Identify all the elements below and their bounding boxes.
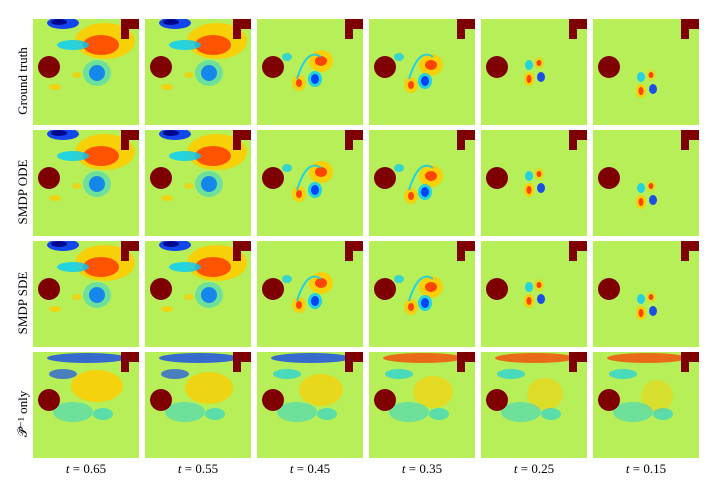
row-label-smdp-ode: SMDP ODE <box>15 159 30 225</box>
field-panel-r2-c5 <box>481 130 587 236</box>
col-label-2: t = 0.55 <box>177 461 219 476</box>
row-label-smdp-sde: SMDP SDE <box>15 271 30 335</box>
obstacle-disk <box>150 278 172 300</box>
corner-obstacle <box>345 352 363 372</box>
corner-obstacle <box>681 352 699 372</box>
obstacle-disk <box>150 167 172 189</box>
corner-obstacle <box>233 19 251 39</box>
field-panel-r4-c6 <box>593 352 699 458</box>
obstacle-disk <box>38 278 60 300</box>
corner-obstacle <box>233 241 251 261</box>
corner-obstacle <box>121 241 139 261</box>
row-label-inverse-only: 𝒫̃⁻¹ only <box>15 390 30 438</box>
field-panel-r1-c2 <box>145 19 251 125</box>
obstacle-disk <box>598 389 620 411</box>
corner-obstacle <box>569 352 587 372</box>
corner-obstacle <box>569 241 587 261</box>
field-panel-r3-c2 <box>145 241 251 347</box>
obstacle-disk <box>262 56 284 78</box>
obstacle-disk <box>486 278 508 300</box>
obstacle-disk <box>150 56 172 78</box>
corner-obstacle <box>121 352 139 372</box>
col-label-5: t = 0.25 <box>513 461 555 476</box>
obstacle-disk <box>486 56 508 78</box>
corner-obstacle <box>233 130 251 150</box>
obstacle-disk <box>38 56 60 78</box>
field-panel-r4-c5 <box>481 352 587 458</box>
corner-obstacle <box>345 241 363 261</box>
obstacle-disk <box>598 278 620 300</box>
obstacle-disk <box>38 389 60 411</box>
corner-obstacle <box>121 19 139 39</box>
corner-obstacle <box>569 19 587 39</box>
obstacle-disk <box>262 167 284 189</box>
obstacle-disk <box>598 167 620 189</box>
corner-obstacle <box>681 241 699 261</box>
field-panel-r2-c6 <box>593 130 699 236</box>
field-panel-r3-c4 <box>369 241 475 347</box>
obstacle-disk <box>486 389 508 411</box>
field-panel-r4-c1 <box>33 352 139 458</box>
obstacle-disk <box>38 167 60 189</box>
field-panel-r3-c1 <box>33 241 139 347</box>
corner-obstacle <box>457 241 475 261</box>
field-panel-r3-c3 <box>257 241 363 347</box>
obstacle-disk <box>150 389 172 411</box>
obstacle-disk <box>262 278 284 300</box>
obstacle-disk <box>598 56 620 78</box>
field-panel-r3-c5 <box>481 241 587 347</box>
field-panel-r4-c3 <box>257 352 363 458</box>
col-label-4: t = 0.35 <box>401 461 443 476</box>
field-panel-r1-c1 <box>33 19 139 125</box>
field-panel-r2-c2 <box>145 130 251 236</box>
inverse-operator-symbol: 𝒫̃⁻¹ <box>15 417 30 438</box>
field-panel-r2-c4 <box>369 130 475 236</box>
corner-obstacle <box>457 352 475 372</box>
row-label-ground-truth: Ground truth <box>15 47 30 115</box>
field-panel-r2-c3 <box>257 130 363 236</box>
corner-obstacle <box>457 130 475 150</box>
col-label-6: t = 0.15 <box>625 461 667 476</box>
obstacle-disk <box>374 389 396 411</box>
obstacle-disk <box>262 389 284 411</box>
field-panel-r1-c5 <box>481 19 587 125</box>
obstacle-disk <box>374 56 396 78</box>
field-panel-r4-c4 <box>369 352 475 458</box>
col-label-1: t = 0.65 <box>65 461 107 476</box>
corner-obstacle <box>121 130 139 150</box>
corner-obstacle <box>681 19 699 39</box>
field-panel-r1-c6 <box>593 19 699 125</box>
obstacle-disk <box>374 278 396 300</box>
corner-obstacle <box>457 19 475 39</box>
field-panel-r1-c4 <box>369 19 475 125</box>
field-panel-r3-c6 <box>593 241 699 347</box>
field-panel-r2-c1 <box>33 130 139 236</box>
corner-obstacle <box>345 130 363 150</box>
field-panel-r4-c2 <box>145 352 251 458</box>
corner-obstacle <box>345 19 363 39</box>
obstacle-disk <box>486 167 508 189</box>
obstacle-disk <box>374 167 396 189</box>
col-label-3: t = 0.45 <box>289 461 331 476</box>
corner-obstacle <box>233 352 251 372</box>
corner-obstacle <box>681 130 699 150</box>
field-panel-r1-c3 <box>257 19 363 125</box>
corner-obstacle <box>569 130 587 150</box>
